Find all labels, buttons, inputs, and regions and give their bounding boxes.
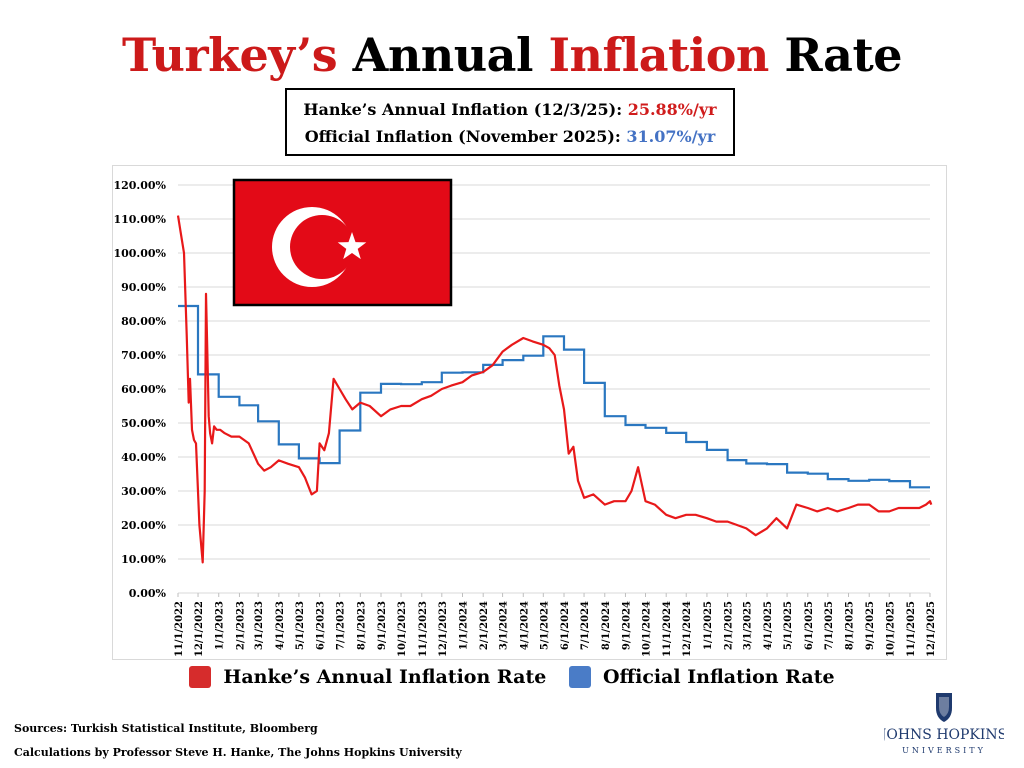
official-summary-label: Official Inflation (November 2025): <box>304 127 621 146</box>
x-tick-label: 2/1/2023 <box>235 601 246 650</box>
x-tick-label: 3/1/2024 <box>499 601 510 650</box>
x-tick-label: 10/1/2023 <box>397 601 408 657</box>
page-title: Turkey’s Annual Inflation Rate <box>0 28 1024 82</box>
y-tick-label: 40.00% <box>121 451 166 464</box>
x-tick-label: 9/1/2024 <box>621 601 632 650</box>
y-tick-label: 110.00% <box>113 213 166 226</box>
hanke-summary-line: Hanke’s Annual Inflation (12/3/25): 25.8… <box>287 96 733 123</box>
x-tick-label: 8/1/2025 <box>845 601 856 650</box>
x-tick-label: 8/1/2024 <box>601 601 612 650</box>
inflation-summary-box: Hanke’s Annual Inflation (12/3/25): 25.8… <box>285 88 735 156</box>
x-tick-label: 5/1/2024 <box>539 601 550 650</box>
x-tick-label: 1/1/2023 <box>215 601 226 650</box>
x-tick-label: 6/1/2024 <box>560 601 571 650</box>
jhu-wordmark: JOHNS HOPKINS <box>884 727 1004 743</box>
hanke-inflation-line <box>176 215 933 564</box>
x-tick-label: 2/1/2025 <box>724 601 735 650</box>
x-tick-label: 11/1/2022 <box>174 601 185 657</box>
x-tick-label: 1/1/2024 <box>459 601 470 650</box>
legend-swatch-hanke <box>189 666 212 688</box>
sources-line: Sources: Turkish Statistical Institute, … <box>14 722 318 735</box>
title-word-rate: Rate <box>784 28 902 82</box>
x-tick-label: 9/1/2023 <box>377 601 388 650</box>
hanke-summary-label: Hanke’s Annual Inflation (12/3/25): <box>303 100 623 119</box>
y-tick-label: 90.00% <box>121 281 166 294</box>
official-inflation-line <box>178 304 930 489</box>
official-summary-value: 31.07%/yr <box>626 127 716 146</box>
calculations-line: Calculations by Professor Steve H. Hanke… <box>14 746 462 759</box>
y-tick-label: 30.00% <box>121 485 166 498</box>
title-word-turkeys: Turkey’s <box>121 28 338 82</box>
legend-item-official: Official Inflation Rate <box>568 666 835 688</box>
x-tick-label: 11/1/2023 <box>418 601 429 657</box>
inflation-chart: 0.00% 10.00% 20.00% 30.00% 40.00% 50.00% 60.00… <box>112 165 947 660</box>
y-tick-label: 100.00% <box>113 247 166 260</box>
hanke-summary-value: 25.88%/yr <box>627 100 717 119</box>
x-tick-label: 1/1/2025 <box>703 601 714 650</box>
x-tick-label: 12/1/2022 <box>194 601 205 657</box>
y-tick-label: 60.00% <box>121 383 166 396</box>
jhu-subtitle: UNIVERSITY <box>902 746 986 755</box>
x-tick-label: 8/1/2023 <box>356 601 367 650</box>
legend-swatch-official <box>568 666 591 688</box>
y-tick-label: 50.00% <box>121 417 166 430</box>
y-tick-label: 0.00% <box>129 587 167 600</box>
x-tick-label: 9/1/2025 <box>865 601 876 650</box>
y-axis-ticks: 0.00% 10.00% 20.00% 30.00% 40.00% 50.00% 60.00… <box>113 179 166 600</box>
x-tick-label: 6/1/2025 <box>804 601 815 650</box>
flag-crescent-inner <box>290 215 354 279</box>
legend-label-official: Official Inflation Rate <box>602 666 835 688</box>
legend-label-hanke: Hanke’s Annual Inflation Rate <box>223 666 547 688</box>
x-tick-label: 10/1/2024 <box>641 601 652 657</box>
official-summary-line: Official Inflation (November 2025): 31.0… <box>287 123 733 150</box>
x-tick-label: 2/1/2024 <box>479 601 490 650</box>
chart-series <box>176 215 933 564</box>
title-word-annual: Annual <box>352 28 534 82</box>
x-tick-label: 3/1/2023 <box>254 601 265 650</box>
y-tick-label: 10.00% <box>121 553 166 566</box>
x-axis-ticks: 11/1/2022 12/1/2022 1/1/2023 2/1/2023 3/1/20… <box>174 593 937 657</box>
x-tick-label: 4/1/2023 <box>275 601 286 650</box>
x-tick-label: 7/1/2025 <box>824 601 835 650</box>
chart-legend: Hanke’s Annual Inflation Rate Official I… <box>0 666 1024 694</box>
title-word-inflation: Inflation <box>548 28 769 82</box>
x-tick-label: 3/1/2025 <box>742 601 753 650</box>
y-tick-label: 80.00% <box>121 315 166 328</box>
x-tick-label: 6/1/2023 <box>316 601 327 650</box>
flag-star-icon <box>337 232 367 260</box>
x-tick-label: 5/1/2023 <box>295 601 306 650</box>
y-tick-label: 20.00% <box>121 519 166 532</box>
x-tick-label: 5/1/2025 <box>783 601 794 650</box>
y-tick-label: 120.00% <box>113 179 166 192</box>
x-tick-label: 7/1/2023 <box>336 601 347 650</box>
legend-item-hanke: Hanke’s Annual Inflation Rate <box>189 666 546 688</box>
x-tick-label: 11/1/2025 <box>906 601 917 657</box>
y-tick-label: 70.00% <box>121 349 166 362</box>
x-tick-label: 11/1/2024 <box>662 601 673 657</box>
x-tick-label: 10/1/2025 <box>885 601 896 657</box>
x-tick-label: 12/1/2024 <box>682 601 693 657</box>
x-tick-label: 4/1/2025 <box>763 601 774 650</box>
turkey-flag <box>232 178 453 307</box>
jhu-shield-icon <box>936 693 952 722</box>
johns-hopkins-logo: JOHNS HOPKINS UNIVERSITY <box>884 693 1004 755</box>
x-tick-label: 12/1/2023 <box>438 601 449 657</box>
x-tick-label: 12/1/2025 <box>926 601 937 657</box>
x-tick-label: 4/1/2024 <box>519 601 530 650</box>
x-tick-label: 7/1/2024 <box>580 601 591 650</box>
